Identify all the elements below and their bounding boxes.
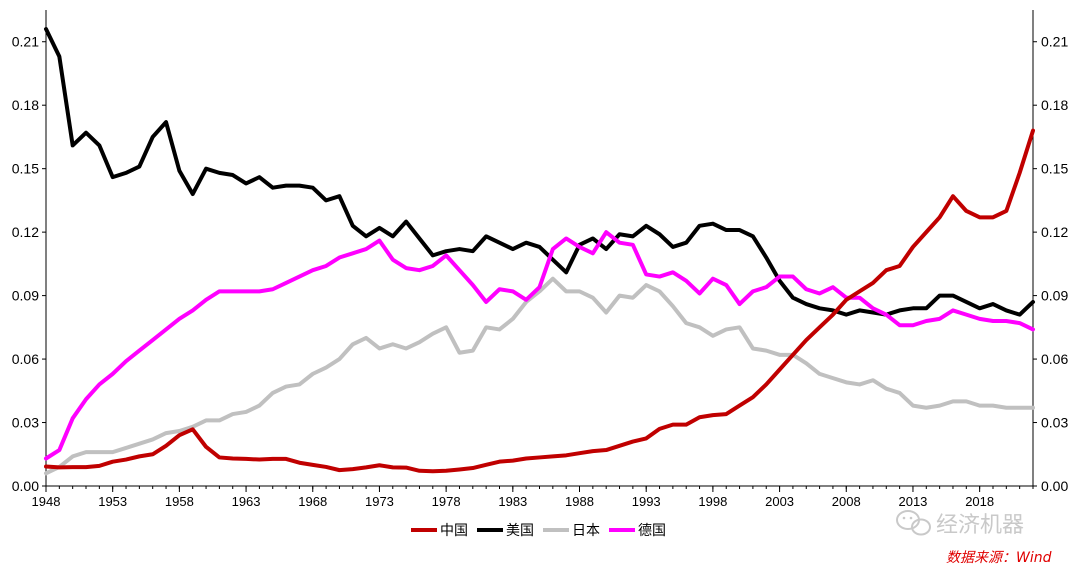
x-tick-label: 2003 — [765, 494, 794, 509]
legend-label-1: 美国 — [506, 523, 534, 539]
legend-label-0: 中国 — [440, 523, 468, 539]
x-tick-label: 2018 — [965, 494, 994, 509]
axes: 0.00 0.00 0.03 0.03 0.06 0.06 0.09 0.09 0.12 0.12… — [12, 10, 1068, 509]
legend-label-3: 德国 — [638, 523, 666, 539]
y-tick-label-right: 0.12 — [1041, 224, 1068, 240]
y-tick-label-left: 0.03 — [12, 415, 39, 431]
wechat-icon — [896, 510, 931, 536]
x-tick-label: 2008 — [832, 494, 861, 509]
series-line-0 — [44, 128, 1035, 474]
y-tick-label-right: 0.21 — [1041, 34, 1068, 50]
x-tick-label: 1978 — [432, 494, 461, 509]
y-tick-label-right: 0.06 — [1041, 351, 1068, 367]
y-tick-label-right: 0.03 — [1041, 415, 1068, 431]
y-tick-label-left: 0.15 — [12, 161, 39, 177]
legend: 中国 美国 日本 德国 — [411, 523, 666, 539]
x-tick-label: 1973 — [365, 494, 394, 509]
y-tick-label-left: 0.18 — [12, 97, 39, 113]
x-tick-label: 2013 — [898, 494, 927, 509]
series-layer — [44, 27, 1035, 476]
y-tick-label-left: 0.21 — [12, 34, 39, 50]
y-tick-label-left: 0.12 — [12, 224, 39, 240]
x-tick-label: 1953 — [98, 494, 127, 509]
y-tick-label-left: 0.06 — [12, 351, 39, 367]
y-tick-label-left: 0.00 — [12, 478, 39, 494]
y-tick-label-left: 0.09 — [12, 288, 39, 304]
y-tick-label-right: 0.15 — [1041, 161, 1068, 177]
source-note: 数据来源：Wind — [946, 550, 1052, 566]
x-tick-label: 1968 — [298, 494, 327, 509]
x-tick-label: 1958 — [165, 494, 194, 509]
x-tick-label: 1983 — [498, 494, 527, 509]
series-line-1 — [44, 27, 1035, 317]
series-line-2 — [44, 276, 1035, 476]
y-tick-label-right: 0.00 — [1041, 478, 1068, 494]
x-tick-label: 1963 — [232, 494, 261, 509]
x-tick-label: 1948 — [32, 494, 61, 509]
y-tick-label-right: 0.18 — [1041, 97, 1068, 113]
watermark: 经济机器 — [896, 510, 1024, 538]
x-tick-label: 1993 — [632, 494, 661, 509]
legend-label-2: 日本 — [572, 523, 600, 539]
series-line-3 — [44, 230, 1035, 461]
x-tick-label: 1988 — [565, 494, 594, 509]
x-tick-label: 1998 — [698, 494, 727, 509]
watermark-text: 经济机器 — [936, 513, 1024, 538]
y-tick-label-right: 0.09 — [1041, 288, 1068, 304]
